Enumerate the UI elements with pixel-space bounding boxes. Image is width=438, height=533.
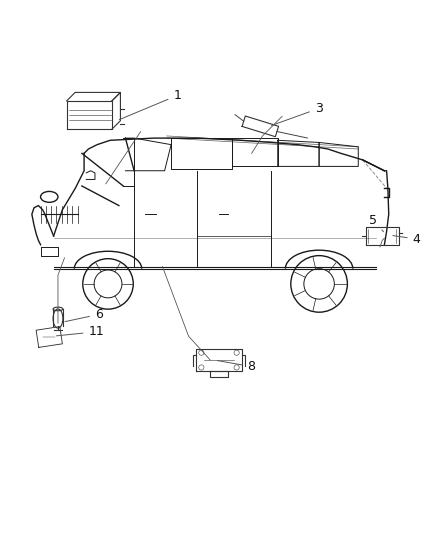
- Text: 5: 5: [369, 214, 384, 232]
- Text: 1: 1: [119, 89, 181, 119]
- Text: 11: 11: [57, 325, 104, 338]
- Text: 4: 4: [393, 232, 420, 246]
- Text: 8: 8: [217, 360, 255, 373]
- Text: 3: 3: [272, 102, 323, 125]
- Text: 6: 6: [65, 308, 103, 321]
